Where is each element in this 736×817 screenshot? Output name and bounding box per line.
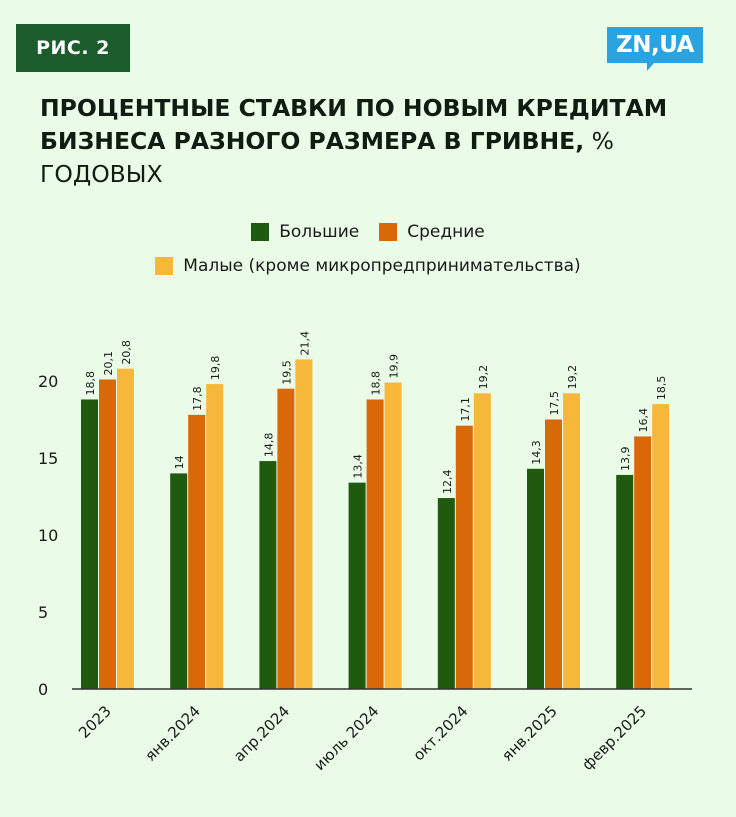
legend-swatch-medium bbox=[379, 223, 398, 241]
data-label: 13,9 bbox=[619, 446, 632, 471]
bar-medium bbox=[277, 388, 295, 689]
data-label: 20,1 bbox=[102, 351, 115, 376]
x-tick-label: янв.2024 bbox=[141, 702, 204, 765]
title-unit: % ГОДОВЫХ bbox=[40, 127, 614, 188]
bar-medium bbox=[455, 425, 473, 689]
legend-row-1: Большие Средние bbox=[0, 222, 736, 242]
data-label: 16,4 bbox=[637, 408, 650, 433]
bar-medium bbox=[366, 399, 384, 689]
legend-label-medium: Средние bbox=[407, 222, 485, 242]
legend-row-2: Малые (кроме микропредпринимательства) bbox=[0, 256, 736, 276]
data-label: 19,2 bbox=[477, 365, 490, 390]
x-tick-label: апр.2024 bbox=[230, 702, 293, 765]
data-label: 14 bbox=[173, 455, 186, 469]
bar-small bbox=[563, 393, 580, 689]
bar-large bbox=[81, 399, 98, 689]
x-tick-label: февр.2025 bbox=[578, 702, 650, 774]
data-label: 19,8 bbox=[209, 356, 222, 381]
zn-ua-logo: ZN,UA bbox=[607, 27, 703, 71]
bar-small bbox=[117, 368, 134, 689]
bar-large bbox=[348, 482, 366, 689]
bar-medium bbox=[545, 419, 562, 689]
bar-medium bbox=[188, 414, 206, 689]
legend-swatch-large bbox=[251, 223, 270, 241]
data-label: 17,8 bbox=[191, 386, 204, 411]
data-label: 13,4 bbox=[352, 454, 365, 479]
legend-swatch-small bbox=[155, 257, 174, 275]
bar-medium bbox=[99, 379, 116, 689]
data-label: 17,5 bbox=[548, 391, 561, 416]
bar-large bbox=[259, 461, 277, 689]
legend-label-large: Большие bbox=[279, 222, 360, 242]
y-tick-label: 15 bbox=[38, 449, 58, 468]
title-main: ПРОЦЕНТНЫЕ СТАВКИ ПО НОВЫМ КРЕДИТАМ БИЗН… bbox=[40, 94, 668, 155]
x-tick-label: 2023 bbox=[75, 702, 115, 742]
data-label: 19,5 bbox=[280, 360, 293, 385]
bar-small bbox=[295, 359, 313, 689]
bar-small bbox=[473, 393, 491, 689]
data-label: 18,8 bbox=[84, 371, 97, 396]
x-tick-label: июль 2024 bbox=[310, 702, 382, 774]
data-label: 14,3 bbox=[530, 440, 543, 465]
data-label: 14,8 bbox=[262, 433, 275, 458]
y-tick-label: 20 bbox=[38, 372, 58, 391]
data-label: 19,2 bbox=[566, 365, 579, 390]
figure-badge: РИС. 2 bbox=[16, 24, 130, 72]
legend-label-small: Малые (кроме микропредпринимательства) bbox=[183, 256, 581, 276]
bar-large bbox=[616, 474, 634, 689]
data-label: 18,8 bbox=[370, 371, 383, 396]
legend-item-large: Большие bbox=[251, 222, 359, 242]
y-tick-label: 5 bbox=[38, 603, 48, 622]
data-label: 17,1 bbox=[459, 397, 472, 422]
x-tick-label: окт.2024 bbox=[409, 702, 471, 764]
bar-small bbox=[206, 384, 224, 689]
legend-item-medium: Средние bbox=[379, 222, 485, 242]
bar-large bbox=[170, 473, 188, 689]
x-tick-label: янв.2025 bbox=[498, 702, 561, 765]
chart-legend: Большие Средние Малые (кроме микропредпр… bbox=[0, 222, 736, 290]
data-label: 21,4 bbox=[298, 331, 311, 356]
y-tick-label: 0 bbox=[38, 680, 48, 699]
chart-title: ПРОЦЕНТНЫЕ СТАВКИ ПО НОВЫМ КРЕДИТАМ БИЗН… bbox=[40, 92, 680, 191]
legend-item-small: Малые (кроме микропредпринимательства) bbox=[155, 256, 581, 276]
y-tick-label: 10 bbox=[38, 526, 58, 545]
bar-large bbox=[437, 498, 455, 689]
data-label: 18,5 bbox=[655, 376, 668, 401]
bar-small bbox=[652, 404, 670, 689]
data-label: 20,8 bbox=[120, 340, 133, 365]
data-label: 19,9 bbox=[388, 354, 401, 379]
data-label: 12,4 bbox=[441, 470, 454, 495]
bar-small bbox=[384, 382, 402, 689]
bar-medium bbox=[634, 436, 652, 689]
bar-large bbox=[527, 468, 544, 689]
